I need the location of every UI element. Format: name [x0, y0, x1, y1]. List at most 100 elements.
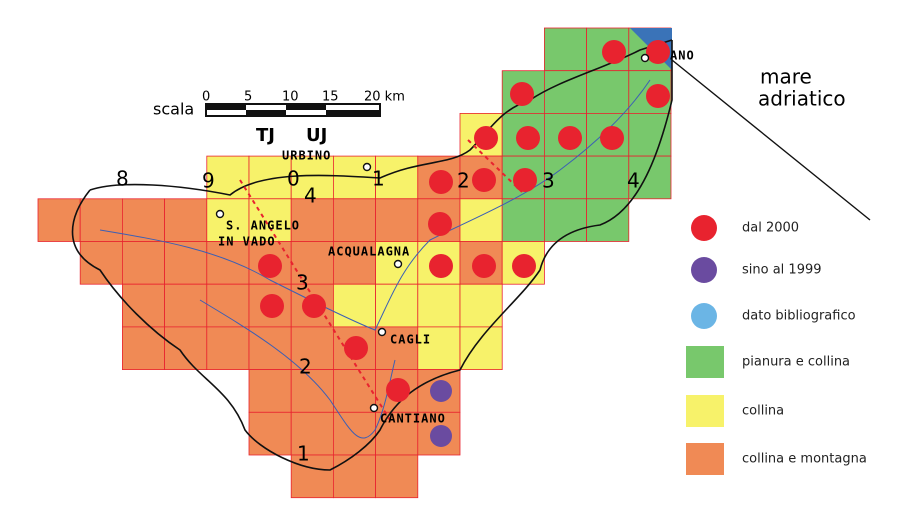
record-dot [386, 378, 410, 402]
records [258, 40, 670, 447]
boundary [89, 39, 673, 196]
place: S. ANGELO [226, 219, 300, 233]
legend-symbol [691, 303, 717, 329]
record-dot [513, 168, 537, 192]
legend-symbol [691, 257, 717, 283]
grid-cell [332, 283, 376, 328]
grid-cell [206, 326, 250, 370]
town [215, 209, 225, 219]
place: URBINO [282, 149, 331, 163]
grid-cell [544, 198, 588, 242]
grid-cell [206, 283, 250, 328]
legend-label: sino al 1999 [742, 263, 822, 278]
grid-cell [332, 454, 376, 499]
town [369, 403, 379, 413]
record-dot [344, 336, 368, 360]
sea-label: mare [760, 65, 812, 89]
grid-cell [164, 198, 208, 242]
grid-cell [248, 411, 292, 456]
row-label: 3 [296, 271, 309, 295]
grid-cell [164, 326, 208, 370]
grid-cell [332, 369, 376, 413]
grid-cell [122, 198, 166, 242]
river [99, 79, 651, 331]
record-dot [430, 380, 452, 402]
grid-cell [164, 283, 208, 328]
legend-label: dal 2000 [742, 221, 799, 236]
scale-segment [206, 104, 246, 110]
river [199, 299, 396, 439]
grid-cell [375, 198, 419, 242]
grid-cell [248, 326, 292, 370]
legend-swatch [686, 346, 724, 378]
grid-cell [79, 198, 123, 242]
record-dot [302, 294, 326, 318]
record-dot [516, 126, 540, 150]
row-label: 4 [304, 184, 317, 208]
scale-label: 20 km [364, 90, 405, 105]
record-dot [646, 84, 670, 108]
grid-cell [290, 454, 334, 499]
grid-cell [248, 198, 292, 242]
grid-cell [544, 70, 588, 114]
zone-label: TJ [256, 125, 275, 146]
scale-title: scala [153, 100, 194, 119]
legend: dal 2000 sino al 1999 dato bibliografico pi… [686, 215, 867, 475]
place: IN VADO [218, 235, 276, 249]
grid-label: 0 [287, 167, 300, 191]
place: ACQUALAGNA [328, 245, 410, 259]
grid-cell [501, 198, 545, 242]
grid-cells [37, 27, 672, 499]
grid-cell [290, 326, 334, 370]
grid-cell [290, 241, 334, 285]
record-dot [512, 254, 536, 278]
place: ANO [670, 49, 695, 63]
town [640, 53, 650, 63]
grid-cell [375, 454, 419, 499]
grid-cell [586, 155, 630, 200]
row-label: 2 [299, 355, 312, 379]
legend-symbol [691, 215, 717, 241]
record-dot [646, 40, 670, 64]
place: CAGLI [390, 333, 431, 347]
grid-cell [628, 113, 672, 157]
grid-label: 3 [542, 169, 555, 193]
legend-label: collina [742, 404, 784, 419]
scale-label: 5 [244, 90, 252, 105]
scale-bar [205, 103, 381, 117]
record-dot [472, 254, 496, 278]
legend-swatch [686, 443, 724, 475]
scale-segment [326, 110, 380, 116]
sea-label: adriatico [758, 87, 846, 111]
legend-label: dato bibliografico [742, 309, 856, 324]
coastline [671, 59, 871, 221]
grid-cell [459, 198, 503, 242]
grid-cell [122, 241, 166, 285]
zone-line [467, 139, 523, 193]
record-dot [600, 126, 624, 150]
row-label: 1 [297, 442, 310, 466]
grid-cell [544, 155, 588, 200]
grid-cell [417, 283, 461, 328]
record-dot [558, 126, 582, 150]
scale-segment [246, 110, 286, 116]
record-dot [474, 126, 498, 150]
grid-cell [375, 283, 419, 328]
zone-line [239, 179, 391, 421]
grid-cell [459, 283, 503, 328]
legend-swatch [686, 395, 724, 427]
town [377, 327, 387, 337]
grid-cell [290, 369, 334, 413]
grid-cell [164, 241, 208, 285]
record-dot [429, 170, 453, 194]
record-dot [428, 212, 452, 236]
grid-cell [290, 198, 334, 242]
record-dot [258, 254, 282, 278]
record-dot [429, 254, 453, 278]
grid-label: 9 [202, 169, 215, 193]
grid-cell [248, 369, 292, 413]
grid-cell [332, 326, 376, 370]
grid-label: 4 [627, 169, 640, 193]
scale-label: 10 [282, 90, 299, 105]
grid-cell [459, 326, 503, 370]
